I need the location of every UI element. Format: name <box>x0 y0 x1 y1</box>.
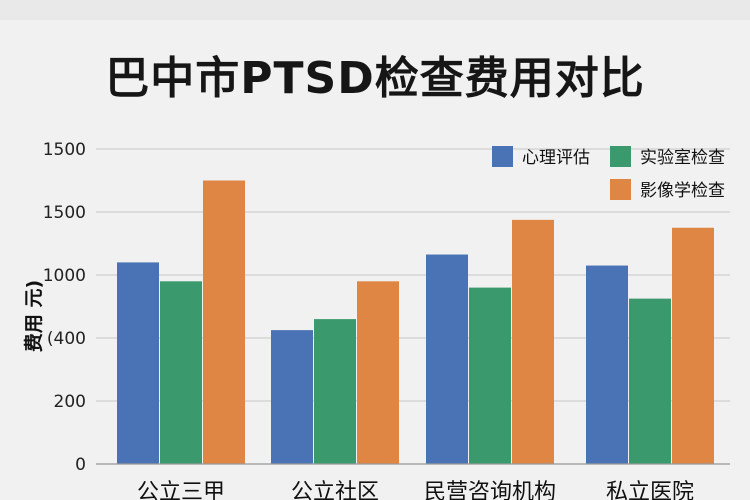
y-tick-label: 200 <box>54 392 86 412</box>
legend-swatch <box>610 179 631 200</box>
y-tick-label: 1500 <box>43 203 86 223</box>
chart-title: 巴中市PTSD检查费用对比 <box>105 53 645 104</box>
y-tick-label: (400 <box>47 329 86 349</box>
x-tick-label: 私立医院 <box>606 480 694 500</box>
legend-swatch <box>492 146 513 167</box>
bar <box>629 298 671 464</box>
x-tick-label: 公立三甲 <box>137 480 225 500</box>
legend-label: 实验室检查 <box>640 148 725 168</box>
bar <box>672 227 714 464</box>
bar <box>160 281 202 464</box>
bar <box>426 254 468 464</box>
bar <box>512 219 554 464</box>
bar <box>203 180 245 464</box>
legend-swatch <box>610 146 631 167</box>
legend-label: 心理评估 <box>522 148 590 168</box>
y-tick-label: 0 <box>75 455 86 475</box>
bar <box>314 319 356 464</box>
bar <box>271 330 313 464</box>
bar <box>117 262 159 464</box>
x-tick-label: 公立社区 <box>291 480 379 500</box>
y-tick-label: 1000 <box>43 266 86 286</box>
x-tick-label: 民营咨询机构 <box>424 480 556 500</box>
bar <box>586 265 628 464</box>
legend-label: 影像学检查 <box>640 181 725 201</box>
bar <box>357 281 399 464</box>
y-tick-label: 1500 <box>43 140 86 160</box>
y-axis-label: 费用 元) <box>23 280 45 352</box>
bar <box>469 287 511 464</box>
